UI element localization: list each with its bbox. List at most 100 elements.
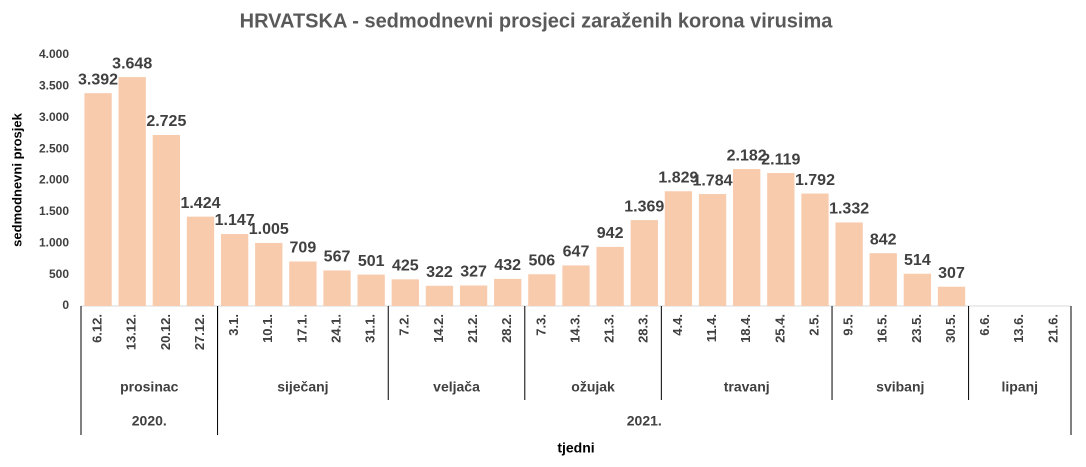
bar bbox=[596, 246, 624, 306]
bar bbox=[220, 234, 249, 306]
bar bbox=[733, 169, 761, 306]
x-tick-label: 10.1. bbox=[260, 314, 275, 343]
value-label: 506 bbox=[529, 252, 556, 269]
x-tick-label: 18.4. bbox=[738, 314, 753, 343]
x-tick-label: 24.1. bbox=[328, 314, 343, 343]
x-tick-label: 9.5. bbox=[841, 314, 856, 336]
value-label: 1.147 bbox=[215, 212, 255, 229]
bar bbox=[630, 220, 658, 306]
value-label: 1.424 bbox=[180, 195, 220, 212]
x-tick-label: 17.1. bbox=[294, 314, 309, 343]
value-label: 2.725 bbox=[146, 113, 186, 130]
value-label: 2.119 bbox=[761, 151, 800, 168]
y-tick-label: 3.500 bbox=[39, 79, 69, 93]
value-label: 647 bbox=[563, 244, 590, 261]
x-tick-label: 13.12. bbox=[124, 314, 139, 350]
x-tick-label: 25.4. bbox=[772, 314, 787, 343]
y-tick-label: 1.000 bbox=[39, 235, 69, 249]
x-tick-label: 28.3. bbox=[636, 314, 651, 343]
x-tick-label: 31.1. bbox=[363, 314, 378, 343]
x-tick-label: 6.12. bbox=[90, 314, 105, 343]
bar bbox=[698, 194, 727, 306]
x-tick-label: 16.5. bbox=[875, 314, 890, 343]
bar bbox=[152, 135, 180, 306]
group-label: siječanj bbox=[277, 379, 328, 395]
value-label: 3.392 bbox=[78, 71, 118, 88]
value-label: 322 bbox=[426, 264, 453, 281]
value-label: 1.829 bbox=[658, 169, 698, 186]
x-tick-label: 28.2. bbox=[499, 314, 514, 343]
x-tick-label: 27.12. bbox=[192, 314, 207, 350]
bar bbox=[869, 253, 897, 306]
value-label: 1.784 bbox=[693, 172, 733, 189]
x-tick-label: 20.12. bbox=[158, 314, 173, 350]
group-label: svibanj bbox=[876, 379, 924, 395]
bar bbox=[459, 285, 488, 306]
x-tick-label: 2.5. bbox=[806, 314, 821, 336]
bar bbox=[801, 193, 829, 306]
bar bbox=[562, 265, 590, 306]
value-label: 709 bbox=[290, 240, 317, 257]
value-label: 425 bbox=[392, 258, 419, 275]
x-tick-label: 21.2. bbox=[465, 314, 480, 343]
group-label: 2021. bbox=[627, 413, 662, 429]
value-label: 842 bbox=[870, 231, 897, 248]
bar bbox=[255, 242, 283, 306]
x-tick-label: 6.6. bbox=[977, 314, 992, 336]
bar bbox=[289, 261, 317, 306]
x-axis-label: tjedni bbox=[557, 440, 594, 456]
value-label: 1.005 bbox=[249, 221, 289, 238]
bar bbox=[494, 278, 522, 306]
x-tick-label: 7.2. bbox=[397, 314, 412, 336]
bar bbox=[664, 191, 693, 306]
y-tick-label: 0 bbox=[62, 298, 69, 312]
value-label: 1.792 bbox=[795, 172, 835, 189]
value-label: 307 bbox=[938, 265, 965, 282]
value-label: 1.332 bbox=[829, 201, 869, 218]
x-tick-label: 23.5. bbox=[909, 314, 924, 343]
y-tick-label: 1.500 bbox=[39, 204, 69, 218]
x-tick-label: 4.4. bbox=[670, 314, 685, 336]
value-label: 942 bbox=[597, 225, 624, 242]
group-label: lipanj bbox=[1002, 379, 1039, 395]
group-label: 2020. bbox=[132, 413, 167, 429]
bar bbox=[528, 274, 556, 306]
bar bbox=[767, 173, 795, 306]
value-label: 514 bbox=[904, 252, 931, 269]
value-label: 2.182 bbox=[727, 147, 767, 164]
value-label: 567 bbox=[324, 249, 351, 266]
x-tick-label: 7.3. bbox=[533, 314, 548, 336]
y-tick-label: 2.000 bbox=[39, 173, 69, 187]
bar bbox=[835, 222, 863, 306]
bar bbox=[84, 93, 112, 306]
bar bbox=[323, 270, 351, 306]
value-label: 1.369 bbox=[624, 198, 664, 215]
bar bbox=[118, 77, 146, 306]
x-tick-label: 11.4. bbox=[704, 314, 719, 342]
y-tick-label: 3.000 bbox=[39, 110, 69, 124]
bar bbox=[391, 279, 419, 306]
y-axis-label: sedmodnevni prosjek bbox=[9, 112, 24, 246]
value-label: 432 bbox=[494, 257, 521, 274]
value-label: 327 bbox=[460, 264, 487, 281]
chart-title: HRVATSKA - sedmodnevni prosjeci zaraženi… bbox=[240, 10, 834, 32]
value-label: 3.648 bbox=[112, 55, 152, 72]
x-tick-label: 21.3. bbox=[602, 314, 617, 343]
x-tick-label: 14.2. bbox=[431, 314, 446, 343]
bar bbox=[357, 274, 385, 306]
group-label: travanj bbox=[724, 379, 770, 395]
group-label: prosinac bbox=[120, 379, 179, 395]
y-tick-label: 2.500 bbox=[39, 141, 69, 155]
x-tick-label: 21.6. bbox=[1045, 314, 1060, 343]
bar bbox=[186, 216, 215, 306]
y-tick-label: 500 bbox=[49, 267, 69, 281]
y-tick-label: 4.000 bbox=[39, 47, 69, 61]
bar bbox=[903, 273, 932, 306]
group-label: ožujak bbox=[571, 379, 615, 395]
x-tick-label: 14.3. bbox=[567, 314, 582, 343]
bar bbox=[937, 286, 966, 306]
value-label: 501 bbox=[358, 253, 385, 270]
x-tick-label: 13.6. bbox=[1011, 314, 1026, 343]
x-tick-label: 30.5. bbox=[943, 314, 958, 343]
